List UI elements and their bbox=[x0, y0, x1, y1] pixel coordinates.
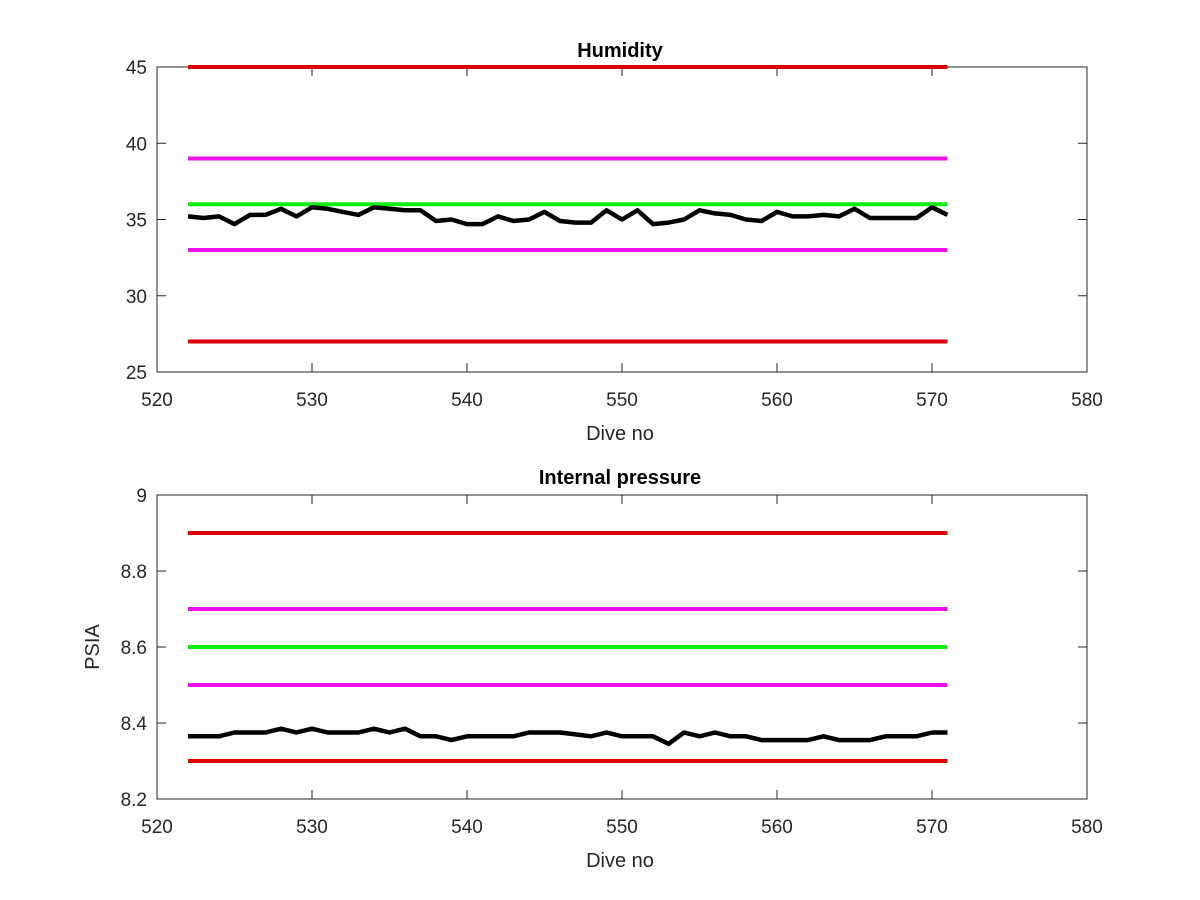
series-line-measured bbox=[188, 726, 948, 747]
series-line-measured bbox=[187, 205, 949, 227]
y-tick-label: 35 bbox=[126, 211, 147, 232]
humidity-plot-area bbox=[156, 65, 1088, 373]
humidity-y-ticks: 25 30 35 40 45 bbox=[126, 58, 147, 384]
y-tick-label: 8.2 bbox=[121, 790, 147, 811]
y-tick-label: 25 bbox=[126, 363, 147, 384]
x-tick-label: 540 bbox=[451, 817, 483, 838]
x-tick-label: 550 bbox=[606, 817, 638, 838]
x-tick-label: 570 bbox=[916, 390, 948, 411]
humidity-title: Humidity bbox=[577, 40, 663, 62]
y-tick-label: 8.6 bbox=[121, 638, 147, 659]
y-tick-label: 8.4 bbox=[121, 714, 148, 735]
humidity-x-axis-label: Dive no bbox=[586, 423, 654, 445]
y-tick-label: 40 bbox=[126, 134, 147, 155]
x-tick-label: 520 bbox=[141, 390, 173, 411]
y-tick-label: 30 bbox=[126, 287, 147, 308]
pressure-x-ticks: 520 530 540 550 560 570 580 bbox=[141, 817, 1103, 838]
x-tick-label: 560 bbox=[761, 817, 793, 838]
pressure-panel: Internal pressure 520 530 540 550 560 57… bbox=[82, 467, 1103, 872]
x-tick-label: 530 bbox=[296, 817, 328, 838]
humidity-panel: Humidity 520 530 540 550 560 570 580 25 … bbox=[126, 40, 1103, 445]
x-tick-label: 540 bbox=[451, 390, 483, 411]
y-tick-label: 8.8 bbox=[121, 562, 147, 583]
x-tick-label: 580 bbox=[1071, 817, 1103, 838]
x-tick-label: 530 bbox=[296, 390, 328, 411]
pressure-x-axis-label: Dive no bbox=[586, 850, 654, 872]
pressure-title: Internal pressure bbox=[539, 467, 701, 489]
x-tick-label: 570 bbox=[916, 817, 948, 838]
y-tick-label: 45 bbox=[126, 58, 147, 79]
x-tick-label: 550 bbox=[606, 390, 638, 411]
x-tick-label: 560 bbox=[761, 390, 793, 411]
humidity-x-ticks: 520 530 540 550 560 570 580 bbox=[141, 390, 1103, 411]
y-tick-label: 9 bbox=[136, 486, 147, 507]
x-tick-label: 580 bbox=[1071, 390, 1103, 411]
x-tick-label: 520 bbox=[141, 817, 173, 838]
pressure-plot-area bbox=[156, 494, 1088, 800]
pressure-y-axis-label: PSIA bbox=[82, 624, 104, 670]
pressure-y-ticks: 8.2 8.4 8.6 8.8 9 bbox=[121, 486, 148, 811]
